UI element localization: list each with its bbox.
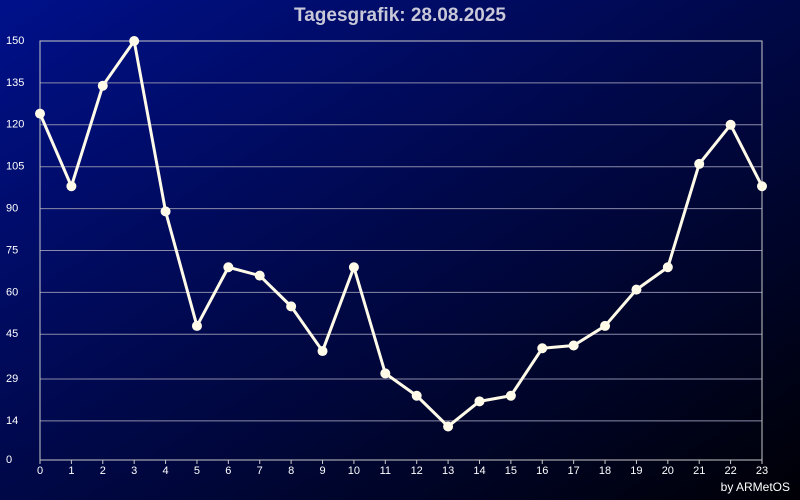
x-tick-label: 23 [756, 465, 768, 477]
point [411, 390, 422, 401]
point [191, 320, 202, 331]
point [348, 262, 359, 273]
x-tick-label: 3 [131, 465, 137, 477]
y-tick-label: 90 [6, 203, 18, 215]
point [443, 421, 454, 432]
y-tick-label: 150 [6, 35, 24, 47]
point [97, 80, 108, 91]
x-tick-label: 7 [257, 465, 263, 477]
chart-title: Tagesgrafik: 28.08.2025 [294, 5, 506, 26]
x-tick-label: 19 [630, 465, 642, 477]
point [600, 320, 611, 331]
credit: by ARMetOS [721, 480, 790, 494]
point [317, 346, 328, 357]
point [537, 343, 548, 354]
x-tick-label: 18 [599, 465, 611, 477]
point [286, 301, 297, 312]
x-tick-label: 15 [505, 465, 517, 477]
point [474, 396, 485, 407]
x-tick-label: 17 [568, 465, 580, 477]
x-tick-label: 22 [724, 465, 736, 477]
x-tick-label: 6 [225, 465, 231, 477]
point [129, 36, 140, 46]
x-tick-label: 20 [662, 465, 674, 477]
x-tick-label: 14 [473, 465, 485, 477]
point [694, 158, 705, 169]
x-tick-label: 1 [68, 465, 74, 477]
x-tick-label: 11 [380, 465, 391, 477]
x-tick-label: 12 [411, 465, 423, 477]
y-tick-label: 45 [6, 328, 18, 340]
point [757, 181, 767, 192]
point [662, 262, 673, 273]
x-tick-label: 9 [319, 465, 325, 477]
y-tick-label: 0 [6, 454, 12, 466]
point [160, 206, 171, 217]
point [631, 284, 642, 295]
y-tick-label: 75 [6, 244, 18, 256]
x-tick-label: 10 [348, 465, 360, 477]
point [725, 119, 736, 130]
point [380, 368, 391, 379]
x-tick-label: 16 [536, 465, 548, 477]
point [223, 262, 234, 273]
x-tick-label: 21 [693, 465, 705, 477]
x-tick-label: 8 [288, 465, 294, 477]
point [505, 390, 516, 401]
line [38, 39, 764, 428]
x-tick-label: 5 [194, 465, 200, 477]
y-tick-label: 105 [6, 161, 24, 173]
point [254, 270, 265, 281]
point [35, 108, 45, 119]
point [568, 340, 579, 351]
y-tick-label: 14 [6, 415, 18, 427]
plot-frame [39, 40, 763, 461]
y-tick-label: 120 [6, 119, 24, 131]
point [66, 181, 77, 192]
x-tick-label: 13 [442, 465, 454, 477]
y-tick-label: 60 [6, 286, 18, 298]
x-tick-label: 2 [100, 465, 106, 477]
x-tick-label: 4 [163, 465, 169, 477]
y-tick-label: 135 [6, 77, 24, 89]
y-tick-label: 29 [6, 373, 18, 385]
x-tick-label: 0 [37, 465, 43, 477]
